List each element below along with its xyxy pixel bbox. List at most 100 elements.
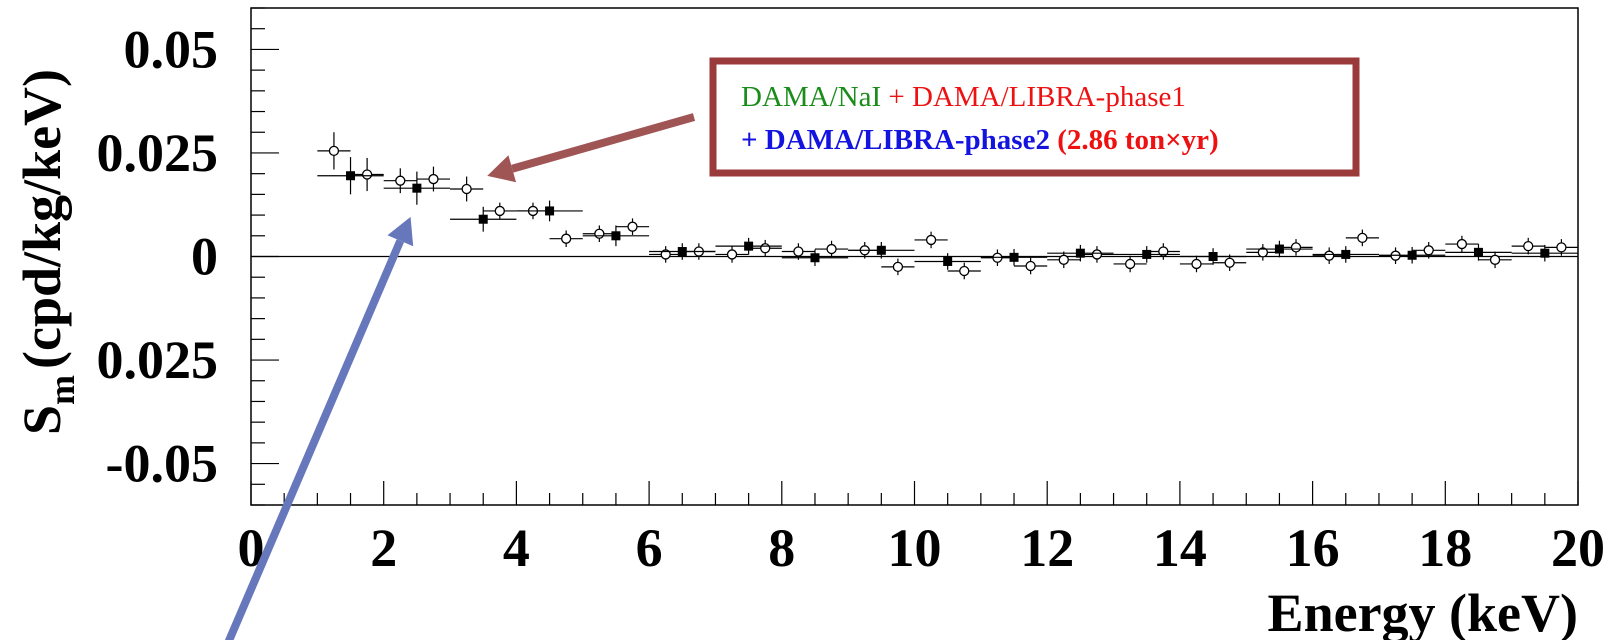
data-point (1378, 246, 1446, 264)
legend-line-1: DAMA/NaI + DAMA/LIBRA-phase1 (741, 81, 1186, 113)
y-axis-title-sub: m (42, 375, 82, 405)
data-point (317, 132, 351, 170)
data-point (1014, 257, 1048, 275)
filled-square-marker (810, 253, 820, 263)
data-point (383, 168, 417, 194)
data-point (715, 237, 782, 255)
filled-square-marker (876, 245, 886, 255)
open-circle-marker (959, 265, 970, 277)
data-point (914, 231, 948, 249)
svg-text:Sm(cpd/kg/keV): Sm (cpd/kg/keV) (12, 69, 82, 435)
data-point (1345, 229, 1379, 247)
data-point (383, 171, 451, 205)
data-point (615, 218, 650, 235)
open-circle-marker (892, 261, 904, 273)
x-tick-label: 16 (1286, 518, 1340, 578)
data-point (1113, 255, 1147, 273)
open-circle-marker (1523, 240, 1534, 252)
open-circle-marker (1357, 232, 1368, 244)
y-axis-title-main: S (12, 405, 72, 435)
open-circle-marker (361, 169, 373, 180)
legend-entry: (2.86 ton×yr) (1050, 124, 1219, 156)
open-circle-marker (1556, 242, 1567, 253)
data-point (1047, 251, 1081, 269)
data-point (649, 243, 716, 260)
data-point (1279, 239, 1313, 256)
data-point (947, 262, 981, 280)
data-point (649, 246, 683, 263)
x-tick-label: 12 (1020, 518, 1074, 578)
y-tick-label: 0.025 (97, 123, 219, 183)
filled-square-marker (744, 241, 754, 251)
data-layer (317, 132, 1578, 280)
open-circle-marker (1091, 249, 1103, 260)
arrow-to-filled-data (224, 216, 414, 640)
data-point (1179, 255, 1214, 273)
data-point (781, 249, 849, 267)
open-circle-marker (461, 183, 472, 195)
x-tick-label: 6 (636, 518, 663, 578)
open-circle-marker (1290, 242, 1302, 253)
open-circle-marker (1489, 254, 1501, 265)
data-point (980, 249, 1048, 266)
filled-square-marker (545, 206, 555, 216)
filled-square-marker (1407, 250, 1417, 260)
arrow-to-combined-data (487, 113, 696, 183)
open-circle-marker (494, 205, 505, 217)
legend-entry: + DAMA/LIBRA-phase1 (881, 81, 1186, 113)
data-point (1246, 244, 1280, 261)
open-circle-marker (1191, 258, 1202, 270)
data-point (416, 166, 451, 192)
x-tick-label: 18 (1418, 518, 1472, 578)
x-tick-label: 14 (1153, 518, 1207, 578)
data-point (748, 239, 782, 257)
data-point (516, 200, 583, 222)
data-point (1511, 244, 1578, 262)
data-point (1213, 254, 1247, 271)
y-tick-label: -0.05 (106, 434, 218, 494)
data-point (1445, 235, 1479, 253)
filled-square-marker (1540, 248, 1550, 258)
filled-square-marker (1473, 247, 1483, 257)
data-point (450, 176, 484, 202)
arrow-shaft (224, 239, 404, 640)
open-circle-marker (726, 249, 738, 260)
x-tick-label: 10 (888, 518, 942, 578)
filled-square-marker (1075, 248, 1085, 258)
filled-square-marker (1009, 252, 1019, 262)
open-circle-marker (1058, 254, 1069, 265)
data-point (1113, 246, 1180, 263)
filled-square-marker (412, 183, 422, 193)
arrow-shaft (511, 113, 696, 173)
open-circle-marker (1158, 246, 1169, 257)
filled-square-marker (943, 256, 953, 266)
y-tick-label: 0.05 (124, 19, 219, 79)
filled-square-marker (346, 171, 356, 181)
legend: DAMA/NaI + DAMA/LIBRA-phase1 + DAMA/LIBR… (709, 57, 1360, 177)
data-point (582, 225, 650, 247)
filled-square-marker (611, 231, 621, 241)
open-circle-marker (594, 228, 605, 239)
y-axis-title: Sm (cpd/kg/keV) (12, 69, 82, 435)
x-tick-label: 8 (768, 518, 795, 578)
filled-square-marker (1341, 249, 1351, 259)
legend-line-2: + DAMA/LIBRA-phase2 (2.86 ton×yr) (741, 124, 1219, 156)
open-circle-marker (1025, 260, 1036, 272)
open-circle-marker (793, 246, 804, 257)
y-tick-label: 0.025 (97, 330, 219, 390)
arrow-head (487, 155, 517, 183)
open-circle-marker (328, 145, 340, 157)
data-point (317, 157, 384, 195)
data-point (1445, 244, 1512, 261)
open-circle-marker (428, 173, 439, 185)
open-circle-marker (1423, 245, 1434, 256)
filled-square-marker (1208, 252, 1218, 261)
data-point (1478, 251, 1512, 269)
open-circle-marker (1257, 247, 1268, 258)
data-point (848, 242, 915, 259)
data-point (549, 230, 583, 247)
open-circle-marker (1456, 238, 1468, 250)
filled-square-marker (677, 247, 687, 257)
y-tick-label: 0 (191, 227, 218, 287)
filled-square-marker (1274, 244, 1284, 254)
